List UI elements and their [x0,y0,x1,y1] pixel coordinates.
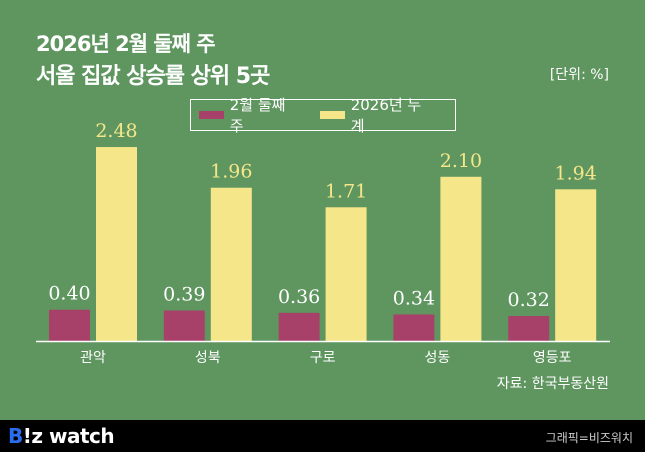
data-label: 0.34 [393,287,435,309]
legend-label: 2월 둘째주 [229,96,286,135]
category-label: 성동 [425,350,451,366]
graphic-credit: 그래픽=비즈워치 [545,431,633,445]
legend-item-cumulative: 2026년 누계 [319,94,431,136]
legend-swatch-weekly [199,111,224,119]
legend: 2월 둘째주 2026년 누계 [190,96,456,135]
bar [508,315,550,341]
data-label: 0.39 [163,284,205,306]
category-label: 성북 [195,350,221,366]
category-label: 영등포 [533,350,572,366]
legend-swatch-cumulative [319,111,345,119]
category-label: 구로 [310,350,336,366]
data-label: 0.36 [278,286,320,308]
data-label: 2.48 [95,120,137,142]
bar [49,309,90,341]
data-label: 1.71 [325,180,367,202]
legend-item-weekly: 2월 둘째주 [199,94,296,136]
bar [325,207,367,341]
bar [96,147,137,341]
bar [440,176,482,341]
data-label: 0.40 [48,283,90,305]
bar [163,310,205,341]
chart-subtitle: 서울 집값 상승률 상위 5곳 [36,64,270,89]
bar [393,314,435,341]
bar [555,189,597,341]
data-label: 1.96 [210,161,252,183]
bar [278,312,320,341]
bar [210,187,252,341]
bar-chart: 0.40 2.48 관악 0.39 1.96 성북 0.36 1.71 구로 0.34 2.10 성동… [36,120,610,366]
footer: B!z watch 그래픽=비즈워치 [0,420,645,452]
category-label: 관악 [80,350,106,366]
chart-title: 2026년 2월 둘째 주 [36,32,216,56]
data-label: 2.10 [440,150,482,172]
source-note: 자료: 한국부동산원 [496,376,609,392]
data-label: 1.94 [555,162,597,184]
unit-label: [단위: %] [549,67,609,83]
bizwatch-logo: B!z watch [8,424,115,448]
legend-label: 2026년 누계 [350,96,422,135]
data-label: 0.32 [508,289,550,311]
